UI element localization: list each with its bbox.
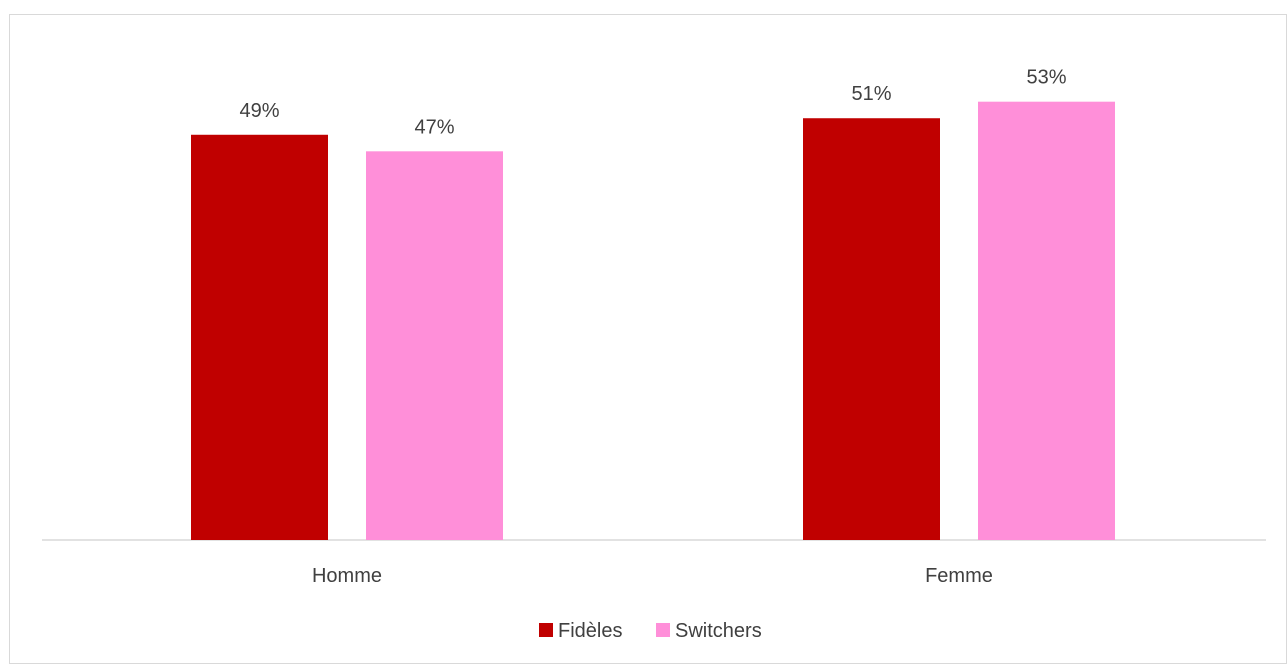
- data-label-femme-1: 53%: [1026, 67, 1066, 89]
- bars-group: [191, 101, 1115, 540]
- data-label-homme-1: 47%: [414, 116, 454, 138]
- bar-homme-1: [366, 151, 503, 540]
- category-label-homme: Homme: [312, 565, 382, 587]
- data-labels-group: 49% 47% 51% 53%: [239, 67, 1066, 139]
- category-label-femme: Femme: [925, 565, 993, 587]
- bar-homme-0: [191, 134, 328, 540]
- legend: Fidèles Switchers: [539, 620, 762, 642]
- legend-label-0: Fidèles: [558, 620, 622, 642]
- bar-femme-1: [978, 101, 1115, 540]
- legend-swatch-1: [656, 623, 670, 637]
- bar-femme-0: [803, 118, 940, 540]
- legend-label-1: Switchers: [675, 620, 762, 642]
- category-labels-group: Homme Femme: [312, 565, 993, 587]
- data-label-femme-0: 51%: [851, 83, 891, 105]
- legend-swatch-0: [539, 623, 553, 637]
- data-label-homme-0: 49%: [239, 100, 279, 122]
